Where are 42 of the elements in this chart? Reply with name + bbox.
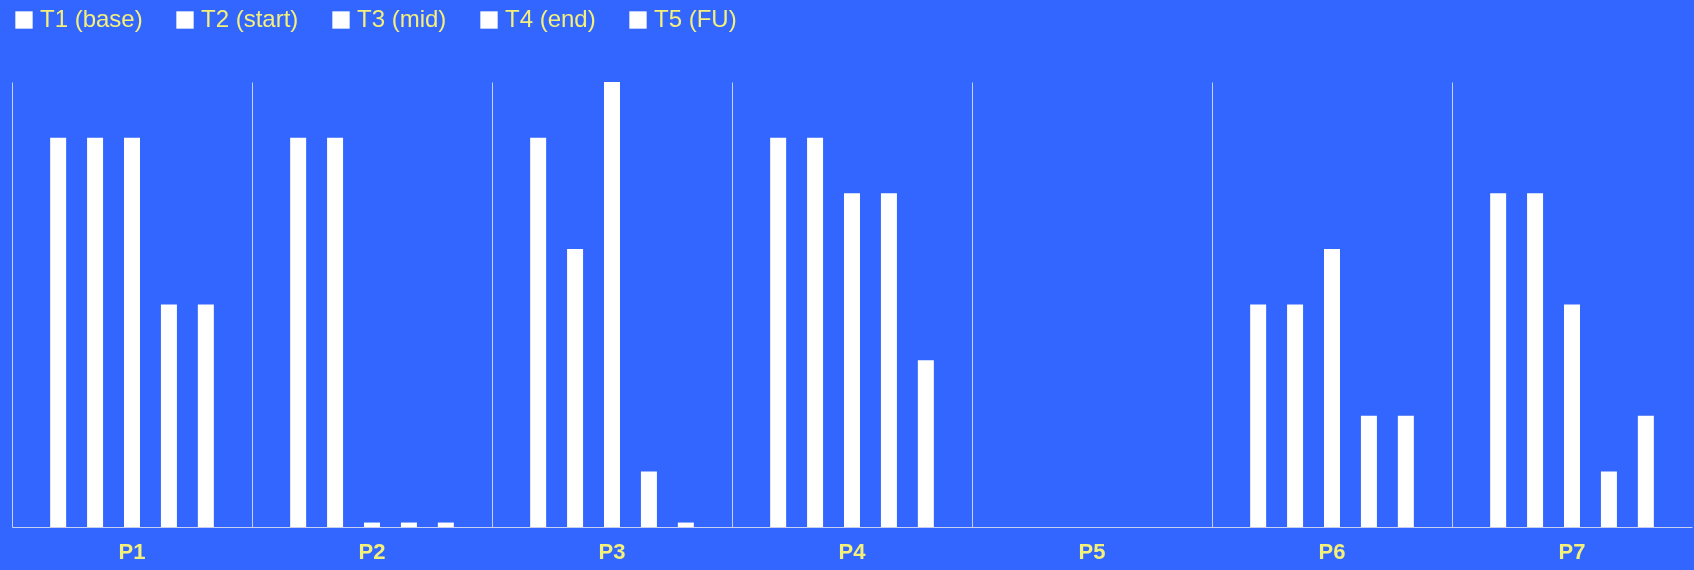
x-tick-label: P5 xyxy=(1078,538,1106,564)
bar xyxy=(1397,415,1414,527)
legend-label: T3 (mid) xyxy=(357,5,447,32)
bar xyxy=(844,193,860,527)
bar xyxy=(87,137,104,527)
bar xyxy=(437,522,454,527)
bar xyxy=(677,522,694,527)
bar xyxy=(1564,304,1580,527)
bar xyxy=(880,193,897,527)
bar xyxy=(1360,415,1377,527)
bar xyxy=(50,137,67,527)
bar xyxy=(400,522,417,527)
x-tick-label: P1 xyxy=(118,538,146,564)
x-tick-label: P2 xyxy=(358,538,386,564)
bar xyxy=(1287,304,1304,527)
bar xyxy=(770,137,787,527)
legend-label: T2 (start) xyxy=(201,5,299,32)
bar xyxy=(1490,193,1507,527)
bar xyxy=(1250,304,1267,527)
x-tick-label: P4 xyxy=(838,538,867,564)
legend-label: T1 (base) xyxy=(40,5,143,32)
bar xyxy=(807,137,824,527)
bar xyxy=(640,471,657,527)
bar xyxy=(567,248,584,527)
bar xyxy=(290,137,307,527)
bar xyxy=(197,304,214,527)
x-tick-label: P7 xyxy=(1558,538,1586,564)
x-tick-label: P6 xyxy=(1318,538,1346,564)
bar xyxy=(327,137,344,527)
bar xyxy=(917,360,934,527)
bar xyxy=(1324,248,1340,527)
legend-label: T5 (FU) xyxy=(654,5,737,32)
bar xyxy=(1600,471,1617,527)
bar xyxy=(1527,193,1544,527)
bar xyxy=(604,82,620,527)
legend-label: T4 (end) xyxy=(505,5,596,32)
bar xyxy=(530,137,547,527)
bar xyxy=(1637,415,1654,527)
x-tick-label: P3 xyxy=(598,538,626,564)
bar xyxy=(124,137,140,527)
bar xyxy=(364,522,380,527)
bar xyxy=(160,304,177,527)
